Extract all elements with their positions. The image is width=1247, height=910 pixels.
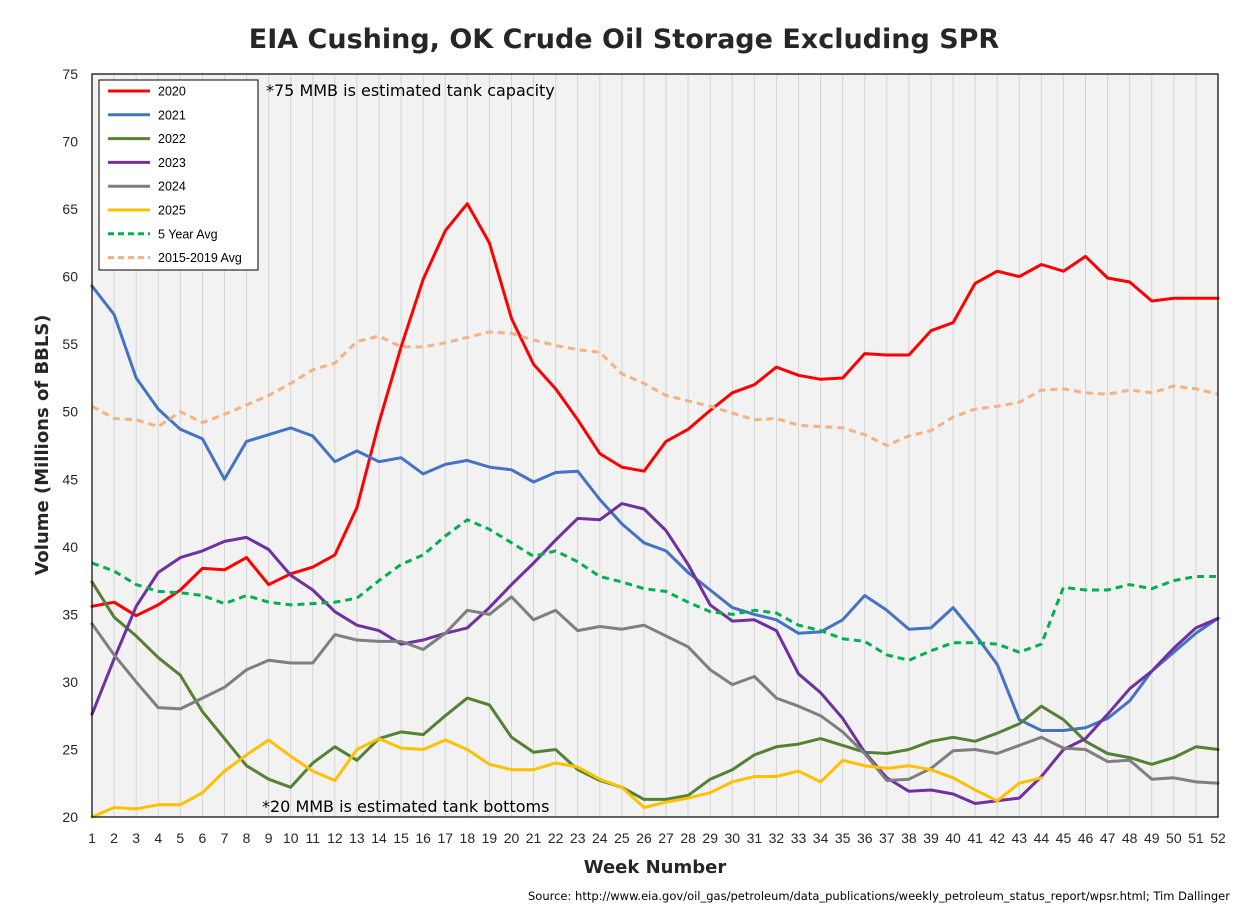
x-tick-label: 31 (747, 830, 763, 846)
x-tick-label: 41 (967, 830, 983, 846)
x-tick-label: 7 (221, 830, 229, 846)
x-tick-label: 4 (154, 830, 162, 846)
legend-box (98, 79, 259, 271)
legend-label-2020: 2020 (158, 85, 186, 99)
y-tick-label: 70 (62, 134, 78, 150)
x-tick-label: 51 (1188, 830, 1204, 846)
series-line-2015-2019-avg (91, 330, 1219, 447)
y-tick-label: 20 (62, 809, 78, 825)
x-tick-label: 21 (526, 830, 542, 846)
x-tick-label: 25 (614, 830, 630, 846)
x-tick-label: 10 (283, 830, 299, 846)
x-tick-label: 43 (1012, 830, 1028, 846)
x-tick-label: 9 (265, 830, 273, 846)
x-tick-label: 47 (1100, 830, 1116, 846)
legend-label-5-year-avg: 5 Year Avg (158, 227, 218, 241)
x-tick-label: 40 (945, 830, 961, 846)
x-tick-label: 44 (1034, 830, 1050, 846)
plot-border (91, 73, 1219, 818)
x-tick-label: 33 (791, 830, 807, 846)
series-line-2024 (90, 595, 1220, 785)
series-lines (90, 202, 1220, 819)
x-tick-label: 1 (88, 830, 96, 846)
x-tick-label: 11 (306, 830, 321, 846)
x-tick-label: 37 (879, 830, 895, 846)
x-tick-label: 20 (504, 830, 520, 846)
x-tick-label: 39 (923, 830, 939, 846)
x-tick-label: 38 (901, 830, 917, 846)
x-tick-label: 24 (592, 830, 608, 846)
x-tick-label: 17 (437, 830, 453, 846)
x-tick-label: 36 (857, 830, 873, 846)
x-axis-ticks: 1 2 3 4 5 6 7 8 9 10 11 12 13 14 15 16 17 18 19 20 21 22 23 24 2… (88, 830, 1226, 846)
x-tick-label: 23 (570, 830, 586, 846)
x-tick-label: 6 (198, 830, 206, 846)
x-tick-label: 2 (110, 830, 118, 846)
legend-label-2015-2019-avg: 2015-2019 Avg (158, 251, 242, 265)
series-line-2021 (90, 284, 1220, 732)
x-tick-label: 49 (1144, 830, 1160, 846)
y-tick-label: 75 (62, 66, 78, 82)
x-tick-label: 22 (548, 830, 564, 846)
y-tick-label: 30 (62, 674, 78, 690)
y-axis-ticks: 20 25 30 35 40 45 50 55 60 65 70 75 (62, 66, 78, 825)
x-tick-label: 26 (636, 830, 652, 846)
x-tick-label: 42 (989, 830, 1005, 846)
x-tick-label: 19 (482, 830, 498, 846)
legend: 2020 2021 2022 2023 2024 2025 5 Year Avg 2015-2… (98, 79, 259, 271)
source-citation: Source: http://www.eia.gov/oil_gas/petro… (528, 889, 1230, 903)
x-tick-label: 15 (393, 830, 409, 846)
x-tick-label: 34 (813, 830, 829, 846)
x-tick-label: 50 (1166, 830, 1182, 846)
y-axis-title: Volume (Millions of BBLS) (32, 314, 53, 575)
series-line-2022 (90, 580, 1220, 801)
legend-label-2023: 2023 (158, 156, 186, 170)
x-tick-label: 13 (349, 830, 365, 846)
legend-label-2025: 2025 (158, 204, 186, 218)
x-tick-label: 46 (1078, 830, 1094, 846)
x-tick-label: 27 (658, 830, 674, 846)
x-tick-label: 48 (1122, 830, 1138, 846)
x-tick-label: 8 (243, 830, 251, 846)
x-tick-label: 5 (176, 830, 184, 846)
legend-label-2021: 2021 (158, 108, 186, 122)
y-tick-label: 60 (62, 269, 78, 285)
legend-label-2022: 2022 (158, 132, 186, 146)
x-tick-label: 12 (327, 830, 343, 846)
y-tick-label: 65 (62, 201, 78, 217)
x-tick-label: 32 (769, 830, 785, 846)
y-tick-label: 55 (62, 336, 78, 352)
series-line-2020 (90, 202, 1220, 618)
series-line-5-year-avg (91, 518, 1218, 662)
x-axis-title: Week Number (584, 857, 727, 878)
y-tick-label: 25 (62, 741, 78, 757)
y-tick-label: 45 (62, 471, 78, 487)
series-line-2025 (90, 737, 1043, 819)
legend-label-2024: 2024 (158, 180, 186, 194)
x-tick-label: 52 (1210, 830, 1226, 846)
capacity-annotation: *75 MMB is estimated tank capacity (266, 81, 555, 100)
y-tick-label: 40 (62, 539, 78, 555)
x-tick-label: 3 (132, 830, 140, 846)
series-line-2023 (90, 502, 1220, 805)
chart-title: EIA Cushing, OK Crude Oil Storage Exclud… (249, 24, 1000, 55)
x-tick-label: 29 (702, 830, 718, 846)
x-tick-label: 35 (835, 830, 851, 846)
x-tick-label: 16 (415, 830, 431, 846)
bottoms-annotation: *20 MMB is estimated tank bottoms (262, 797, 549, 816)
x-tick-label: 18 (460, 830, 476, 846)
plot-area (92, 74, 1218, 817)
x-tick-label: 14 (371, 830, 387, 846)
x-tick-label: 45 (1056, 830, 1072, 846)
x-tick-label: 28 (680, 830, 696, 846)
x-tick-label: 30 (724, 830, 740, 846)
y-tick-label: 35 (62, 606, 78, 622)
y-tick-label: 50 (62, 404, 78, 420)
